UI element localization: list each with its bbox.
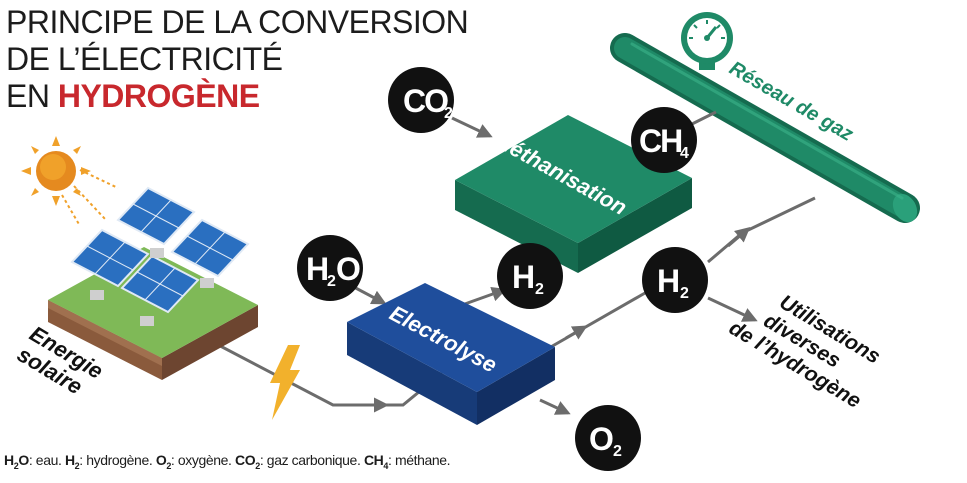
electrolyse-box: Electrolyse <box>347 283 555 425</box>
legend-h2o-desc: : eau. <box>28 452 65 468</box>
legend-h2-base: H <box>64 452 75 468</box>
o2-sub: 2 <box>613 443 622 460</box>
uses-arrow <box>707 296 758 322</box>
legend-ch4-base: CH <box>363 452 384 468</box>
co2-arrow <box>451 116 493 138</box>
oxygen-arrow <box>539 398 571 415</box>
h2-a-sub: 2 <box>535 281 544 298</box>
co2-bubble: CO 2 <box>388 67 454 133</box>
ch4-bubble: CH 4 <box>631 107 697 173</box>
h2-bubble-network: H 2 <box>642 247 708 313</box>
solar-panel <box>70 228 150 300</box>
h2o-h-label: H <box>306 251 329 287</box>
legend-ch4-desc: : méthane. <box>387 452 451 468</box>
o2-label: O <box>589 421 614 457</box>
gauge-icon <box>681 12 733 70</box>
legend-co2-desc: : gaz carbonique. <box>259 452 364 468</box>
ch4-pipe-line <box>691 110 717 126</box>
h2-a-label: H <box>512 259 535 295</box>
solar-panel <box>120 254 200 326</box>
uses-label: Utilisations diverses de l’hydrogène <box>725 291 884 413</box>
h2-pipe-line <box>707 196 816 264</box>
h2-pipe-arrow <box>727 227 751 248</box>
legend-o2-desc: : oxygène. <box>170 452 236 468</box>
sun-icon <box>21 136 119 227</box>
solar-panel <box>170 218 250 288</box>
legend-o2-sub: 2 <box>166 460 171 471</box>
h2-bubble-methanation: H 2 <box>497 243 563 309</box>
h2-b-sub: 2 <box>680 285 689 302</box>
legend-co2-base: CO <box>235 452 256 468</box>
legend-h2o-end: O <box>18 452 29 468</box>
legend-h2o-base: H <box>4 452 14 468</box>
legend-h2-desc: : hydrogène. <box>79 452 156 468</box>
solar-panels <box>70 186 250 326</box>
h2-b-label: H <box>657 263 680 299</box>
h2o-bubble: H 2 O <box>297 235 363 301</box>
legend-ch4-sub: 4 <box>383 460 388 471</box>
co2-sub: 2 <box>444 105 453 122</box>
h2-network-arrow <box>565 325 588 340</box>
title-line-3: EN HYDROGÈNE <box>6 78 468 115</box>
ch4-label: CH <box>639 123 681 159</box>
h2-out-arrow <box>461 286 507 307</box>
solar-panel <box>116 186 196 258</box>
methanisation-box: Méthanisation <box>455 115 692 273</box>
title-prefix: EN <box>6 78 58 114</box>
h2o-sub: 2 <box>327 273 336 290</box>
title-accent: HYDROGÈNE <box>57 78 260 114</box>
legend-h2-sub: 2 <box>74 460 80 471</box>
legend-h2o-sub: 2 <box>13 460 19 471</box>
legend-co2-sub: 2 <box>255 460 260 471</box>
title-line-1: PRINCIPE DE LA CONVERSION <box>6 4 469 40</box>
lightning-icon <box>270 345 300 420</box>
diagram-title: PRINCIPE DE LA CONVERSION DE L’ÉLECTRICI… <box>6 4 469 115</box>
legend: H2O: eau. H2: hydrogène. O2: oxygène. CO… <box>4 452 451 471</box>
h2-to-network-line <box>541 291 646 354</box>
ch4-sub: 4 <box>680 145 689 162</box>
title-line-2: DE L’ÉLECTRICITÉ <box>6 41 283 77</box>
o2-bubble: O 2 <box>575 405 641 471</box>
legend-o2-base: O <box>155 452 167 468</box>
gas-pipe: Réseau de gaz <box>610 33 920 223</box>
h2o-o-label: O <box>336 251 361 287</box>
co2-label: CO <box>403 83 448 119</box>
